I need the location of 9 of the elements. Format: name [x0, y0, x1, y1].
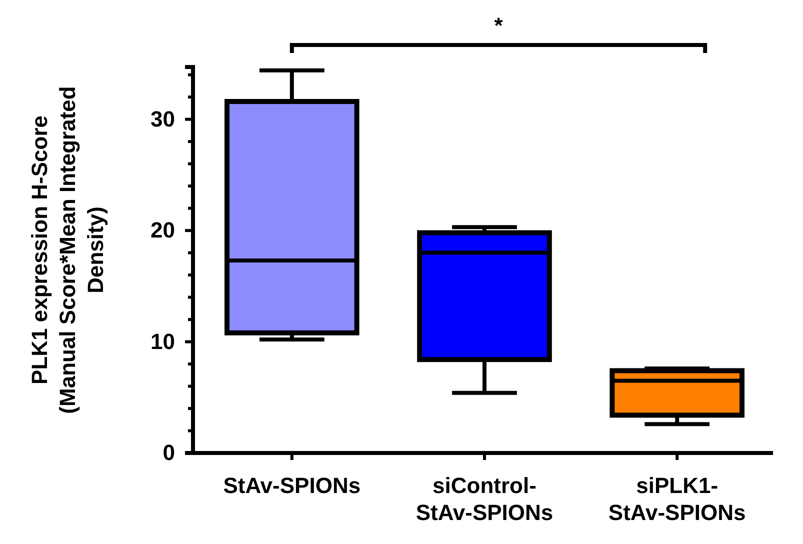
text: *	[494, 13, 504, 38]
x-tick-label: StAv-SPIONs	[223, 473, 361, 498]
y-tick-label: 20	[150, 218, 175, 243]
x-tick-label: siPLK1- StAv-SPIONs	[608, 473, 746, 525]
y-tick-label: 0	[162, 440, 175, 466]
y-tick-label: 30	[150, 106, 175, 132]
y-tick-label: 10	[150, 328, 175, 354]
x-tick-label: siControl- StAv-SPIONs	[416, 473, 554, 525]
y-axis-title: PLK1 expression H-Score (Manual Score*Mean Integrated Density)	[27, 86, 108, 414]
